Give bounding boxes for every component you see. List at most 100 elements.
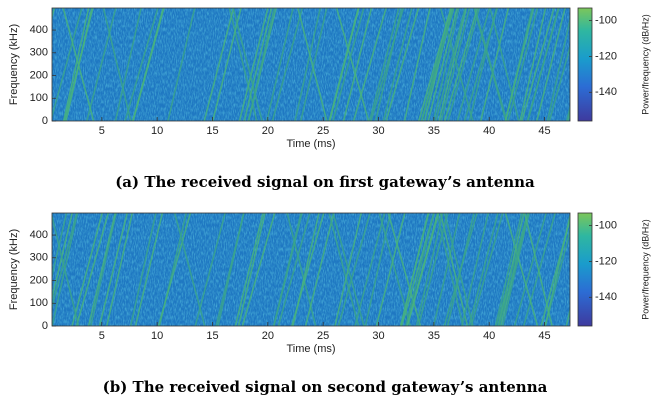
x-tick-label: 30	[372, 330, 384, 342]
chirp	[468, 213, 499, 326]
plot-area	[52, 8, 570, 121]
y-tick-label: 0	[42, 320, 48, 332]
chirp	[98, 213, 128, 326]
y-tick-label: 100	[30, 92, 48, 104]
chirp	[297, 8, 328, 121]
chirp	[129, 213, 157, 326]
chirp	[134, 213, 164, 326]
chirp	[65, 8, 93, 121]
x-axis-label: Time (ms)	[286, 343, 335, 355]
chirp	[513, 213, 547, 326]
chirp	[332, 213, 365, 326]
chirp	[473, 8, 507, 121]
x-tick-label: 35	[428, 330, 440, 342]
plot-frame	[51, 212, 571, 327]
chirp	[328, 213, 360, 326]
chirp	[86, 8, 117, 121]
chirp	[52, 8, 83, 120]
chirp	[238, 8, 269, 121]
chirp	[234, 213, 264, 326]
chirp	[87, 213, 116, 326]
chirp	[71, 213, 103, 326]
chirp	[405, 213, 435, 326]
chirp	[427, 8, 458, 121]
chirp	[447, 8, 480, 121]
colorbar-tick-label: -140	[595, 291, 617, 303]
x-tick-label: 25	[317, 330, 329, 342]
colorbar-tick-label: -100	[595, 14, 617, 26]
chirp	[354, 213, 386, 326]
chirp	[521, 8, 555, 121]
chirp	[489, 8, 520, 121]
colorbar	[577, 7, 593, 122]
chirp	[440, 8, 471, 121]
y-tick-label: 100	[30, 297, 48, 309]
chirp	[237, 213, 266, 326]
chirp	[446, 213, 475, 326]
chirp	[203, 8, 235, 121]
colorbar	[577, 212, 593, 327]
chirp	[418, 8, 452, 121]
x-tick-label: 15	[206, 125, 218, 137]
chirp	[291, 213, 325, 326]
chirp	[527, 8, 560, 121]
chirp	[443, 213, 474, 326]
chirp	[52, 213, 78, 310]
y-tick-label: 200	[30, 69, 48, 81]
caption: (a) The received signal on first gateway…	[115, 173, 535, 191]
y-tick-label: 300	[30, 252, 48, 264]
chirp	[417, 213, 449, 326]
chirp	[387, 213, 422, 326]
y-axis-label: Frequency (kHz)	[8, 24, 20, 105]
colorbar-label: Power/frequency (dB/Hz)	[640, 219, 650, 320]
x-axis-label: Time (ms)	[286, 138, 335, 150]
chirp	[102, 8, 132, 121]
chirp	[548, 43, 570, 121]
x-tick-label: 5	[99, 330, 105, 342]
chirp	[328, 8, 360, 121]
chirp	[211, 8, 242, 121]
colorbar-tick-label: -120	[595, 50, 617, 62]
chirp	[304, 213, 335, 326]
chirp	[52, 213, 73, 302]
chirp	[415, 213, 444, 326]
chirp	[495, 213, 529, 326]
chirp	[114, 8, 142, 121]
y-tick-label: 300	[30, 47, 48, 59]
colorbar-label: Power/frequency (dB/Hz)	[640, 14, 650, 115]
chirp	[438, 8, 468, 121]
chirp	[461, 213, 490, 326]
x-tick-label: 15	[206, 330, 218, 342]
chirp	[265, 8, 294, 121]
chirp	[273, 213, 303, 326]
chirp	[167, 8, 196, 121]
x-tick-label: 40	[483, 125, 495, 137]
chirp	[335, 8, 370, 121]
chirp	[479, 8, 510, 121]
chirp	[375, 213, 406, 326]
chirp	[52, 213, 80, 326]
chirp	[400, 213, 429, 326]
chirp	[507, 8, 539, 121]
chirp	[132, 8, 164, 121]
chirp	[546, 16, 570, 121]
x-tick-label: 20	[262, 125, 274, 137]
chirp	[89, 213, 117, 326]
colorbar-tick-label: -140	[595, 86, 617, 98]
chirp	[277, 213, 311, 326]
y-tick-label: 400	[30, 24, 48, 36]
chirp	[215, 213, 245, 326]
x-tick-label: 45	[538, 330, 550, 342]
chirp	[498, 213, 530, 326]
chirp	[420, 8, 455, 121]
chirp	[432, 213, 461, 326]
colorbar-tick-label: -100	[595, 219, 617, 231]
x-tick-label: 45	[538, 125, 550, 137]
x-tick-label: 25	[317, 125, 329, 137]
chirp	[294, 8, 322, 121]
chirp	[385, 8, 420, 121]
chirp	[337, 213, 371, 326]
chirp	[432, 8, 460, 121]
chirp	[382, 8, 413, 121]
